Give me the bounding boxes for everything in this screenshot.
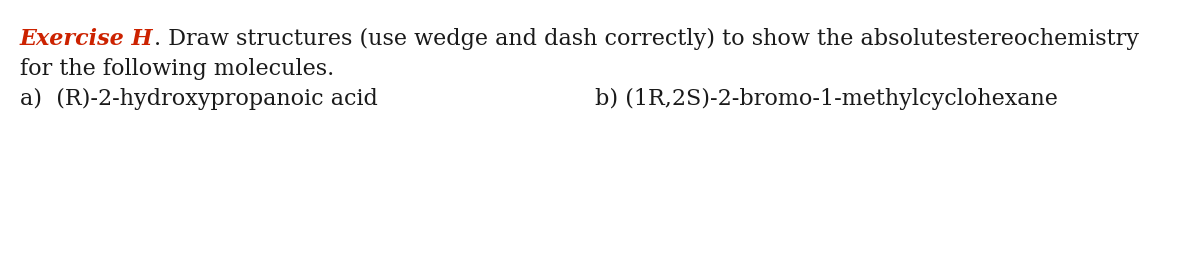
Text: a)  (R)-2-hydroxypropanoic acid: a) (R)-2-hydroxypropanoic acid xyxy=(20,88,378,110)
Text: for the following molecules.: for the following molecules. xyxy=(20,58,335,80)
Text: . Draw structures (use wedge and dash correctly) to show the absolutestereochemi: . Draw structures (use wedge and dash co… xyxy=(154,28,1139,50)
Text: b) (1R,2S)-2-bromo-1-methylcyclohexane: b) (1R,2S)-2-bromo-1-methylcyclohexane xyxy=(595,88,1058,110)
Text: Exercise H: Exercise H xyxy=(20,28,154,50)
